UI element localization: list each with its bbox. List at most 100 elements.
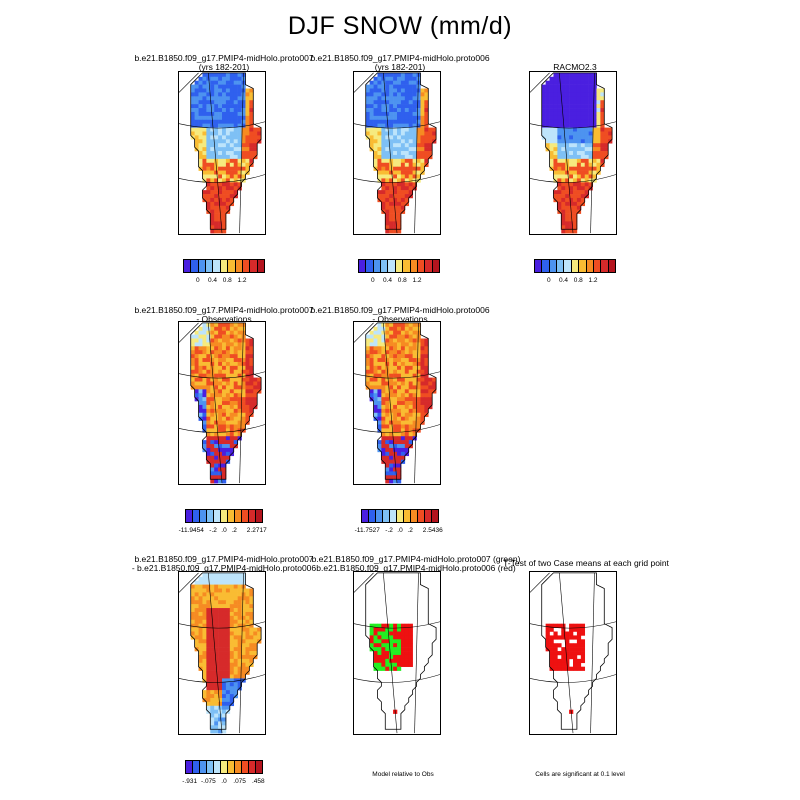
grid-cell: [576, 205, 582, 210]
grid-cell: [381, 639, 386, 644]
grid-cell: [393, 662, 398, 667]
grid-cell: [600, 131, 605, 136]
grid-cell: [229, 623, 235, 628]
grid-cell: [389, 451, 394, 457]
grid-cell: [389, 358, 394, 363]
grid-cell: [393, 389, 398, 394]
grid-cell: [222, 635, 227, 640]
grid-cell: [214, 217, 219, 222]
grid-cell: [233, 76, 238, 81]
grid-cell: [233, 373, 238, 378]
grid-cell: [373, 96, 378, 101]
grid-cell: [573, 174, 578, 179]
grid-cell: [229, 670, 235, 675]
grid-cell: [600, 96, 605, 101]
grid-cell: [206, 588, 211, 593]
grid-cell: [565, 631, 570, 636]
grid-cell: [588, 139, 593, 144]
grid-cell: [600, 135, 605, 140]
grid-cell: [218, 334, 223, 339]
grid-cell: [225, 127, 231, 132]
grid-cell: [210, 350, 215, 355]
grid-cell: [393, 147, 398, 152]
grid-cell: [592, 123, 597, 128]
grid-cell: [373, 404, 378, 410]
grid-cell: [241, 381, 246, 386]
grid-cell: [569, 217, 574, 222]
grid-cell: [210, 451, 215, 457]
grid-cell: [202, 342, 207, 347]
grid-cell: [218, 611, 223, 617]
grid-cell: [237, 127, 242, 132]
grid-cell: [588, 182, 593, 187]
grid-cell: [389, 131, 394, 136]
grid-cell: [408, 151, 413, 156]
grid-cell: [222, 190, 227, 195]
grid-cell: [214, 131, 219, 136]
grid-cell: [233, 600, 238, 605]
grid-cell: [389, 389, 394, 394]
colorbar-swatch: [249, 510, 256, 522]
grid-cell: [400, 76, 406, 81]
grid-cell: [229, 369, 235, 374]
grid-cell: [584, 135, 589, 140]
grid-cell: [389, 373, 394, 378]
grid-cell: [218, 111, 223, 117]
grid-cell: [194, 358, 199, 363]
grid-cell: [385, 666, 390, 671]
grid-cell: [592, 127, 597, 132]
grid-cell: [424, 369, 429, 374]
grid-cell: [592, 108, 597, 113]
grid-cell: [400, 342, 406, 347]
grid-cell: [218, 572, 223, 578]
grid-cell: [214, 361, 219, 367]
grid-cell: [190, 381, 195, 386]
grid-cell: [218, 631, 223, 636]
grid-cell: [389, 346, 394, 351]
grid-cell: [225, 385, 231, 390]
grid-cell: [377, 623, 382, 628]
grid-cell: [210, 588, 215, 593]
grid-cell: [237, 174, 242, 179]
grid-cell: [369, 350, 374, 355]
grid-cell: [404, 631, 410, 636]
grid-cell: [225, 639, 231, 644]
grid-cell: [416, 416, 421, 421]
panel-title-7: b.e21.B1850.f09_g17.PMIP4-midHolo.proto0…: [311, 554, 521, 573]
grid-cell: [541, 115, 546, 121]
grid-cell: [557, 170, 562, 175]
grid-cell: [241, 654, 246, 660]
grid-cell: [241, 338, 246, 343]
grid-cell: [214, 365, 219, 371]
grid-cell: [569, 80, 574, 85]
grid-cell: [241, 627, 246, 632]
grid-cell: [573, 162, 578, 167]
grid-cell: [225, 166, 231, 171]
grid-cell: [408, 330, 413, 335]
grid-cell: [400, 654, 406, 660]
grid-cell: [229, 108, 235, 113]
grid-cell: [385, 131, 390, 136]
grid-cell: [198, 131, 203, 136]
grid-cell: [576, 131, 582, 136]
grid-cell: [225, 647, 231, 652]
grid-cell: [214, 654, 219, 660]
grid-cell: [416, 123, 421, 128]
grid-cell: [245, 651, 250, 656]
grid-cell: [373, 623, 378, 628]
grid-cell: [218, 697, 223, 703]
grid-cell: [400, 420, 406, 425]
grid-cell: [576, 627, 582, 632]
grid-cell: [569, 158, 574, 164]
grid-cell: [198, 580, 203, 585]
grid-cell: [373, 326, 378, 331]
grid-cell: [408, 115, 413, 121]
grid-cell: [553, 651, 558, 656]
grid-cell: [565, 111, 570, 117]
grid-cell: [233, 174, 238, 179]
grid-cell: [569, 131, 574, 136]
grid-cell: [588, 151, 593, 156]
grid-cell: [389, 72, 394, 78]
grid-cell: [557, 127, 562, 132]
grid-cell: [408, 408, 413, 414]
